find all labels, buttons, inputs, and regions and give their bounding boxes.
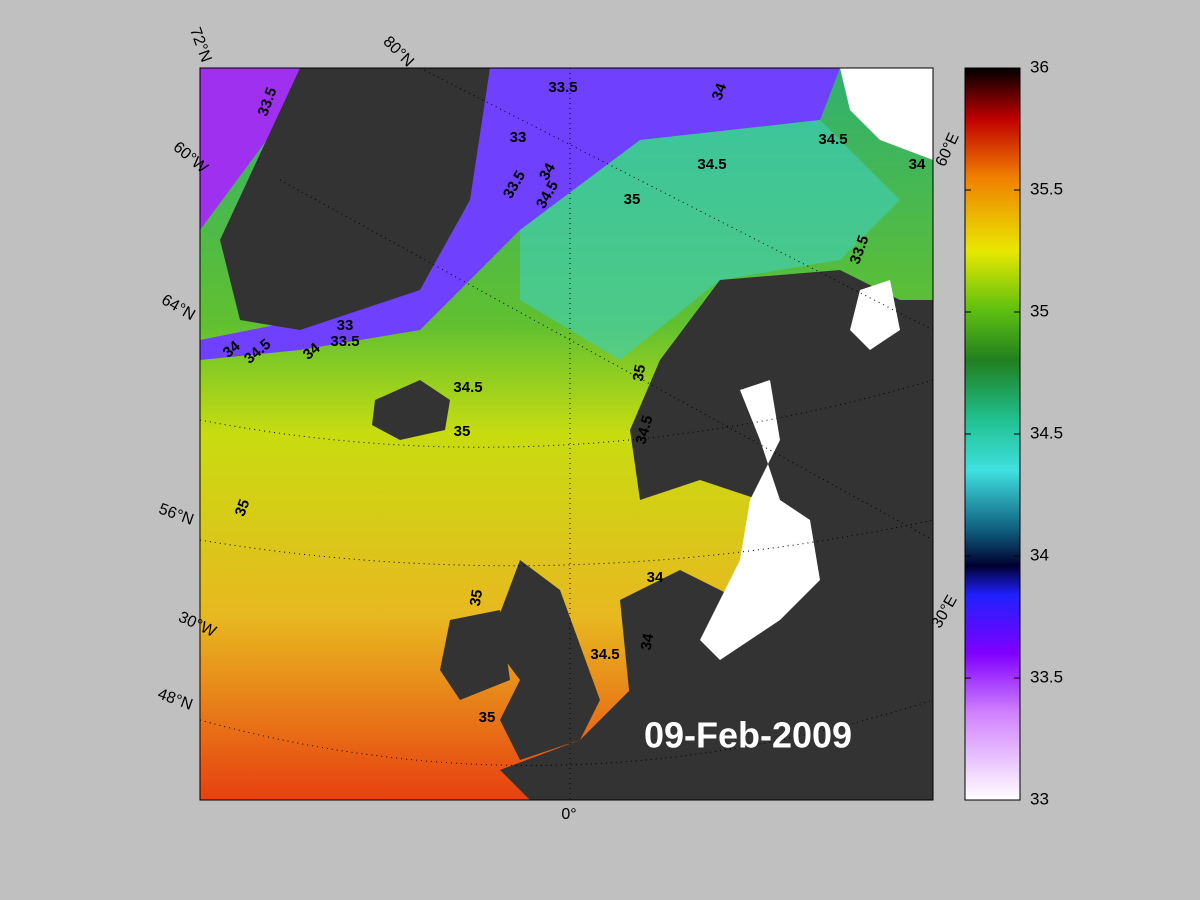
contour-label: 35: [232, 497, 254, 518]
graticule-label: 48°N: [155, 686, 194, 714]
contour-label: 34.5: [818, 131, 847, 148]
graticule-label: 0°: [561, 806, 576, 823]
contour-label: 33.5: [548, 79, 577, 96]
colorbar-tick-label: 33: [1030, 789, 1049, 808]
graticule: [200, 68, 933, 800]
contour-label: 35: [454, 423, 471, 440]
colorbar: [964, 67, 1021, 801]
svalbard-ice: [840, 68, 933, 160]
date-label: 09-Feb-2009: [644, 715, 852, 756]
white-sea-ice: [850, 280, 900, 350]
ireland: [440, 610, 510, 700]
baltic-ice: [700, 380, 820, 660]
map-area: [200, 68, 933, 800]
shelf-water: [520, 120, 900, 360]
contour-label: 33: [510, 129, 527, 146]
contour-label: 33: [337, 317, 354, 334]
graticule-label: 56°N: [156, 501, 195, 529]
colorbar-tick-label: 34.5: [1030, 423, 1063, 442]
colorbar-tick-label: 34: [1030, 545, 1049, 564]
contour-label: 34.5: [453, 379, 482, 396]
contour-label: 34: [909, 156, 926, 173]
contour-label: 35: [479, 709, 496, 726]
contour-label: 34: [638, 632, 658, 652]
iceland: [372, 380, 450, 440]
graticule-label: 72°N: [186, 25, 214, 64]
contour-label: 35: [630, 363, 650, 382]
contour-label: 34: [536, 160, 559, 184]
contour-label: 34.5: [697, 156, 726, 173]
graticule-label: 80°N: [380, 33, 417, 70]
colorbar-tick-label: 33.5: [1030, 667, 1063, 686]
contour-label: 34: [647, 569, 664, 586]
contour-label: 34.5: [632, 414, 656, 447]
contour-label: 35: [467, 588, 487, 607]
graticule-label: 64°N: [158, 291, 197, 324]
greenland: [220, 68, 490, 330]
graticule-label: 60°E: [933, 130, 963, 169]
contour-label: 35: [624, 191, 641, 208]
graticule-label: 30°E: [929, 593, 961, 632]
contour-label: 34.5: [590, 646, 619, 663]
map-frame: [199, 67, 934, 801]
contour-label: 33.5: [330, 333, 359, 350]
colorbar-tick-label: 36: [1030, 57, 1049, 76]
fresh-water: [200, 68, 840, 360]
colorbar-tick-label: 35: [1030, 301, 1049, 320]
europe: [500, 640, 933, 800]
britain: [490, 560, 600, 760]
colorbar-tick-label: 35.5: [1030, 179, 1063, 198]
contour-label: 34: [709, 80, 731, 102]
